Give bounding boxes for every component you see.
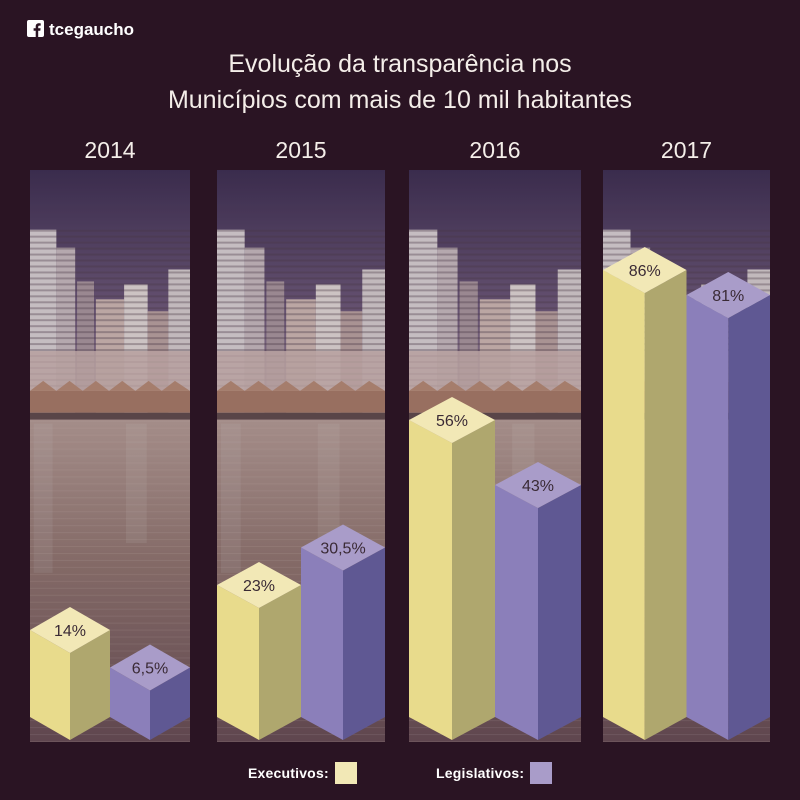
bar-right-face (452, 420, 495, 740)
bar-executivos-2015: 23% (217, 562, 301, 740)
bar-top-face (686, 272, 770, 318)
bar-legislativos-2014: 6,5% (110, 644, 190, 740)
bar-right-face (259, 585, 301, 740)
bar-right-face (538, 485, 581, 740)
facebook-icon (27, 20, 44, 37)
bar-top-face (30, 607, 110, 653)
bar-right-face (343, 547, 385, 740)
bar-executivos-2016: 56% (409, 397, 495, 740)
year-label: 2014 (84, 137, 135, 163)
bar-legislativos-2017: 81% (686, 272, 770, 740)
bar-legislativos-2016: 43% (495, 462, 581, 740)
bar-left-face (603, 270, 645, 740)
bar-left-face (495, 485, 538, 740)
chart-title-line-1: Evolução da transparência nos (228, 50, 571, 78)
legend-item-legislativos: Legislativos (436, 761, 553, 785)
data-label: 43% (522, 478, 554, 495)
bar-executivos-2014: 14% (30, 607, 110, 740)
year-label: 2015 (275, 137, 326, 163)
bar-top-face (301, 524, 385, 571)
data-label: 23% (243, 578, 275, 595)
bar-left-face (110, 667, 150, 740)
year-label: 2017 (661, 137, 712, 163)
bar-legislativos-2015: 30,5% (301, 524, 385, 740)
legend-swatch (530, 762, 553, 784)
bar-left-face (301, 547, 343, 740)
bar-top-face (409, 397, 495, 443)
data-label: 56% (436, 413, 468, 430)
data-label: 6,5% (132, 661, 168, 678)
bar-left-face (217, 585, 259, 740)
chart-title-line-2: Municípios com mais de 10 mil habitantes (168, 86, 632, 114)
data-label: 86% (629, 263, 661, 280)
data-label: 81% (712, 288, 744, 305)
year-label: 2016 (469, 137, 520, 163)
bar-right-face (644, 270, 687, 740)
bar-left-face (409, 420, 452, 740)
brand[interactable]: tcegaucho (27, 20, 134, 39)
brand-name: tcegaucho (49, 20, 134, 39)
bar-left-face (686, 295, 729, 740)
bar-right-face (150, 667, 190, 740)
bar-right-face (728, 295, 770, 740)
bar-top-face (495, 462, 581, 508)
bar-executivos-2017: 86% (603, 247, 687, 740)
legend-swatch (334, 762, 357, 784)
legend-item-executivos: Executivos (248, 761, 357, 785)
data-label: 30,5% (320, 541, 365, 558)
bars: 14% 6,5% 23% 30,5% 56% 43% 86% 81% (30, 247, 770, 740)
legend-label: Executivos (248, 765, 329, 781)
bar-top-face (217, 562, 301, 608)
bar-top-face (603, 247, 687, 293)
legend-label: Legislativos (436, 765, 524, 781)
data-label: 14% (54, 623, 86, 640)
year-labels: 2014 2015 2016 2017 (84, 137, 712, 163)
bar-right-face (70, 630, 110, 740)
bar-top-face (110, 644, 190, 691)
bar-left-face (30, 630, 70, 740)
